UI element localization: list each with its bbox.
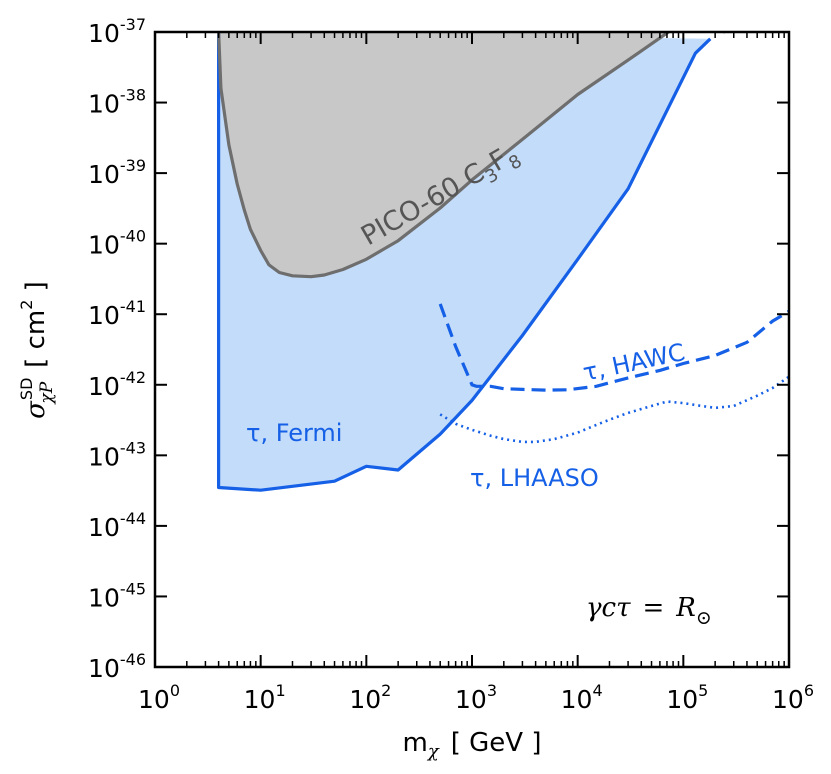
y-tick-label: 10-38 [88,86,146,119]
x-tick-label: 103 [455,681,497,714]
x-tick-base: 10 [455,685,487,714]
x-axis-title-unit: [ GeV ] [451,728,542,758]
y-axis-title: σSDχP [ cm2 ] [17,281,57,419]
y-tick-label: 10-40 [88,227,146,260]
y-tick-base: 10 [88,583,120,612]
y-axis-title-main: σ [21,400,51,419]
y-axis-title-unit-sup: 2 [17,300,36,310]
y-tick-exponent: -38 [120,86,146,105]
y-tick-base: 10 [88,442,120,471]
annotation-lhs: γcτ [586,593,631,623]
x-axis-title-main: m [403,728,428,758]
y-tick-labels: 10-3710-3810-3910-4010-4110-4210-4310-44… [88,15,146,683]
x-axis-title: mχ [ GeV ] [403,728,542,762]
x-tick-base: 10 [561,685,593,714]
x-tick-exponent: 1 [275,681,285,700]
y-tick-exponent: -44 [120,509,146,528]
x-tick-exponent: 6 [804,681,814,700]
y-tick-label: 10-45 [88,579,146,612]
y-tick-label: 10-39 [88,156,146,189]
x-tick-label: 102 [349,681,391,714]
y-tick-exponent: -41 [120,297,146,316]
x-axis-title-sub: χ [426,741,440,762]
x-tick-exponent: 3 [487,681,497,700]
annotation-rhs-sub: ⊙ [696,607,712,629]
fermi-limit-line [217,32,712,492]
pico60-region-fill [218,32,726,277]
y-axis-title-sup: SD [17,378,36,400]
x-tick-base: 10 [138,685,170,714]
y-tick-base: 10 [88,90,120,119]
y-tick-base: 10 [88,513,120,542]
y-tick-label: 10-41 [88,297,146,330]
x-tick-base: 10 [666,685,698,714]
y-axis-title-unit-open: [ cm [21,310,51,368]
x-tick-exponent: 2 [381,681,391,700]
y-tick-base: 10 [88,372,120,401]
x-tick-label: 106 [772,681,814,714]
lifetime-annotation: γcτ = R⊙ [586,593,712,629]
y-tick-base: 10 [88,231,120,260]
annotation-rhs: R [675,593,696,623]
x-tick-base: 10 [772,685,804,714]
y-tick-label: 10-42 [88,368,146,401]
x-tick-exponent: 4 [592,681,602,700]
y-tick-base: 10 [88,160,120,189]
y-tick-base: 10 [88,654,120,683]
y-tick-label: 10-44 [88,509,146,542]
y-tick-label: 10-43 [88,438,146,471]
y-tick-exponent: -40 [120,227,146,246]
hawc-limit-line [438,303,789,392]
x-tick-label: 104 [561,681,603,714]
y-tick-exponent: -39 [120,156,146,175]
y-tick-base: 10 [88,19,120,48]
y-tick-exponent: -37 [120,15,146,34]
x-tick-exponent: 5 [698,681,708,700]
lhaaso-label: τ, LHAASO [470,464,599,492]
x-tick-exponent: 0 [170,681,180,700]
y-tick-exponent: -46 [120,650,146,669]
x-tick-labels: 100 101 102 103 104 105 106 [138,681,814,714]
x-tick-label: 105 [666,681,708,714]
y-tick-exponent: -42 [120,368,146,387]
y-axis-title-sub: χP [37,381,57,404]
fermi-label: τ, Fermi [246,419,342,447]
y-tick-label: 10-46 [88,650,146,683]
y-tick-base: 10 [88,301,120,330]
x-tick-label: 101 [244,681,286,714]
y-axis-title-unit-close: ] [21,281,51,299]
x-tick-base: 10 [349,685,381,714]
y-tick-exponent: -45 [120,579,146,598]
y-tick-label: 10-37 [88,15,146,48]
pico60-limit-line [217,32,726,279]
plot-frame [153,30,791,669]
x-tick-label: 100 [138,681,180,714]
y-tick-exponent: -43 [120,438,146,457]
x-tick-base: 10 [244,685,276,714]
annotation-eq: = [642,593,664,623]
